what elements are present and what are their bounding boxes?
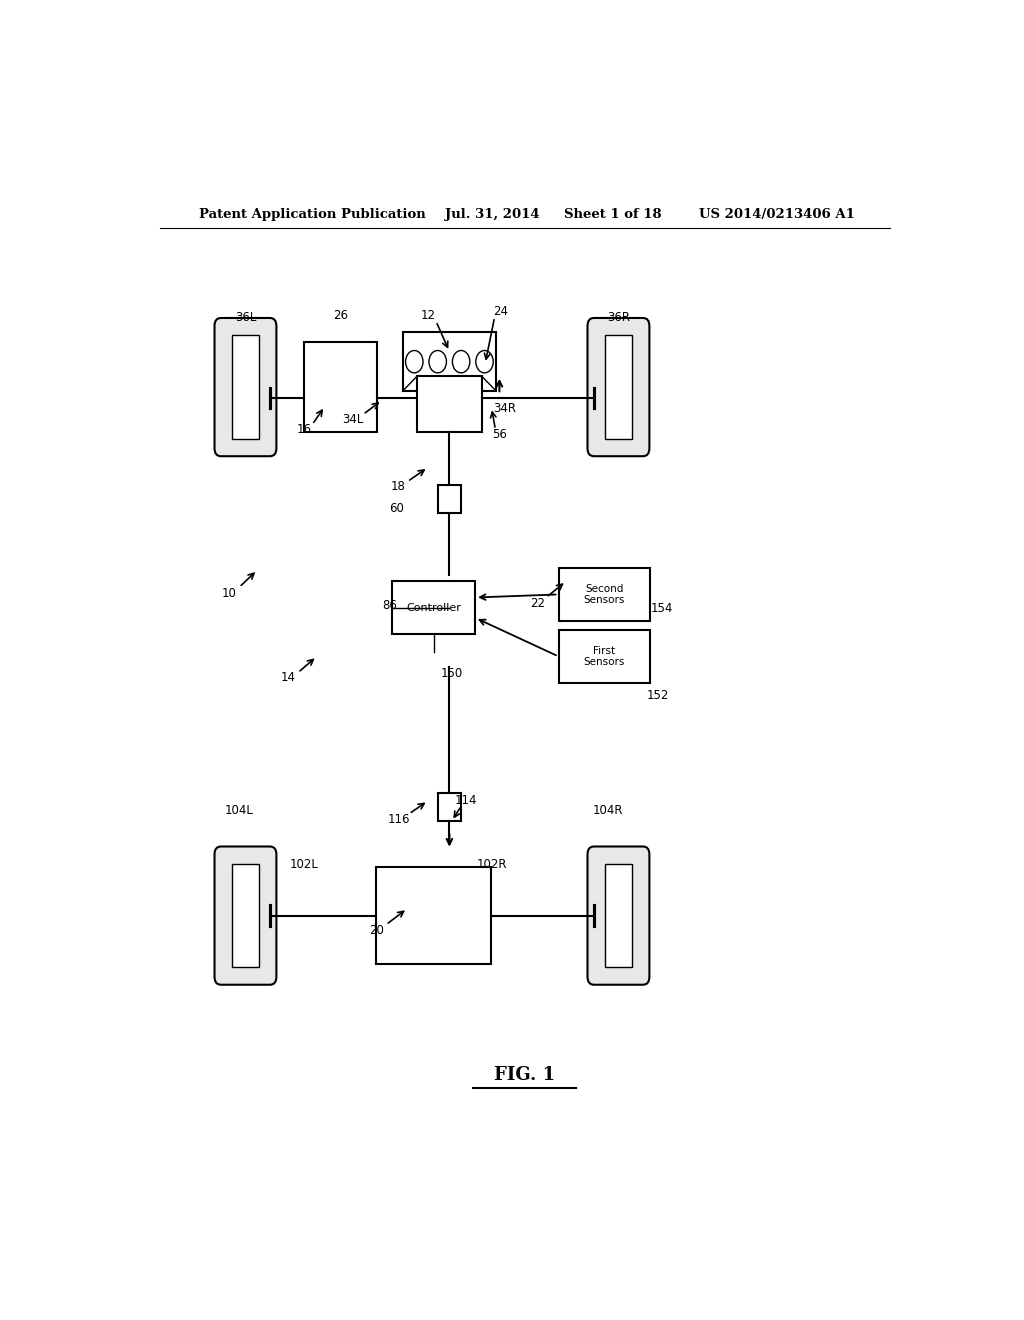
Circle shape bbox=[453, 351, 470, 372]
FancyBboxPatch shape bbox=[214, 318, 276, 457]
Text: 18: 18 bbox=[390, 480, 406, 494]
Bar bbox=[231, 863, 259, 968]
Bar bbox=[304, 342, 377, 432]
Text: FIG. 1: FIG. 1 bbox=[495, 1067, 555, 1084]
Bar bbox=[605, 863, 632, 968]
Text: Controller: Controller bbox=[407, 603, 461, 612]
Text: 86: 86 bbox=[382, 599, 397, 612]
Text: 116: 116 bbox=[388, 813, 411, 825]
Circle shape bbox=[406, 351, 423, 372]
Text: 102R: 102R bbox=[476, 858, 507, 871]
FancyBboxPatch shape bbox=[588, 318, 649, 457]
Bar bbox=[558, 568, 650, 620]
Text: 104L: 104L bbox=[224, 804, 254, 817]
Text: 36L: 36L bbox=[234, 312, 256, 325]
Bar bbox=[231, 335, 259, 440]
Text: 24: 24 bbox=[494, 305, 509, 318]
Text: 26: 26 bbox=[333, 309, 348, 322]
Text: 10: 10 bbox=[222, 587, 237, 599]
Text: 34R: 34R bbox=[494, 401, 516, 414]
Bar bbox=[438, 792, 461, 821]
Text: 14: 14 bbox=[281, 672, 296, 684]
FancyBboxPatch shape bbox=[588, 846, 649, 985]
Text: 20: 20 bbox=[369, 924, 384, 937]
Bar bbox=[392, 581, 475, 634]
Text: 150: 150 bbox=[440, 667, 463, 680]
Text: 34L: 34L bbox=[342, 413, 364, 426]
Text: US 2014/0213406 A1: US 2014/0213406 A1 bbox=[699, 207, 855, 220]
Circle shape bbox=[429, 351, 446, 372]
Text: 114: 114 bbox=[455, 795, 477, 808]
Text: Sheet 1 of 18: Sheet 1 of 18 bbox=[564, 207, 663, 220]
Text: 36R: 36R bbox=[607, 312, 630, 325]
Text: 22: 22 bbox=[530, 597, 545, 610]
Text: 154: 154 bbox=[651, 602, 674, 615]
Text: 104R: 104R bbox=[593, 804, 624, 817]
Text: 60: 60 bbox=[389, 502, 403, 515]
Text: Patent Application Publication: Patent Application Publication bbox=[200, 207, 426, 220]
Bar bbox=[605, 335, 632, 440]
Bar bbox=[376, 867, 492, 964]
Text: 102L: 102L bbox=[290, 858, 318, 871]
Bar bbox=[417, 376, 482, 433]
Bar bbox=[438, 484, 461, 513]
Text: Second
Sensors: Second Sensors bbox=[584, 583, 625, 606]
Text: 16: 16 bbox=[297, 424, 311, 437]
Text: Jul. 31, 2014: Jul. 31, 2014 bbox=[445, 207, 540, 220]
Bar bbox=[558, 630, 650, 682]
Text: 56: 56 bbox=[492, 429, 507, 441]
Circle shape bbox=[476, 351, 494, 372]
Bar bbox=[402, 333, 497, 391]
Text: 12: 12 bbox=[421, 309, 435, 322]
Text: 152: 152 bbox=[647, 689, 670, 701]
FancyBboxPatch shape bbox=[214, 846, 276, 985]
Text: First
Sensors: First Sensors bbox=[584, 645, 625, 667]
